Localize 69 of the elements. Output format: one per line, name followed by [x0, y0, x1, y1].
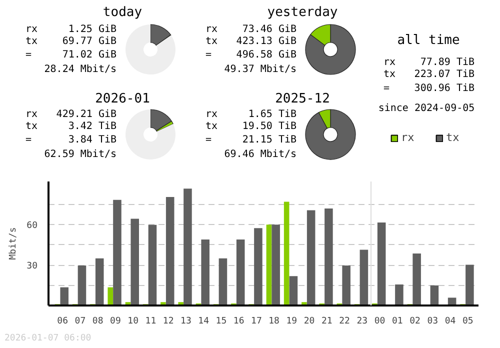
- text: 28.24 Mbit/s: [44, 64, 117, 75]
- x-tick-label: 14: [198, 316, 210, 326]
- text: =: [26, 134, 32, 146]
- x-tick-label: 07: [74, 316, 86, 326]
- text: rx: [206, 109, 218, 120]
- text: 73.46 GiB: [242, 24, 297, 35]
- text: 300.96 TiB: [414, 83, 475, 94]
- text: 1.65 TiB: [248, 109, 297, 120]
- text: =: [206, 134, 212, 146]
- text: 423.13 GiB: [236, 36, 297, 47]
- text: 62.59 Mbit/s: [44, 149, 117, 160]
- text: rx: [26, 109, 38, 120]
- y-tick-label: 60: [26, 221, 38, 232]
- text: 21.15 TiB: [242, 134, 297, 146]
- text: tx: [384, 69, 396, 80]
- x-tick-label: 13: [180, 316, 192, 326]
- x-tick-label: 19: [286, 316, 298, 326]
- text: 1.25 GiB: [68, 24, 117, 35]
- chart-title: yesterday: [267, 5, 338, 20]
- text: 3.42 TiB: [68, 121, 117, 132]
- chart-title: 2025-12: [275, 92, 330, 106]
- x-tick-label: 16: [233, 316, 244, 326]
- text: 3.84 TiB: [68, 134, 117, 146]
- y-axis-title: Mbit/s: [8, 227, 19, 260]
- text: 69.46 Mbit/s: [224, 149, 297, 160]
- text: rx: [26, 24, 38, 35]
- chart-title: today: [102, 5, 142, 20]
- text: 223.07 TiB: [414, 69, 475, 80]
- x-tick-label: 09: [110, 316, 121, 326]
- x-tick-label: 22: [339, 316, 350, 326]
- x-tick-label: 08: [92, 316, 104, 326]
- text: tx: [206, 121, 218, 132]
- x-tick-label: 06: [57, 316, 68, 326]
- x-tick-label: 00: [374, 316, 386, 326]
- x-tick-label: 05: [462, 316, 474, 326]
- text: 429.21 GiB: [56, 109, 117, 120]
- text: =: [206, 50, 212, 60]
- text: =: [384, 83, 390, 94]
- x-tick-label: 17: [251, 316, 262, 326]
- text: all time: [397, 33, 460, 48]
- text: rx: [384, 57, 396, 68]
- legend-label: rx: [401, 131, 416, 144]
- text: 19.50 TiB: [242, 121, 297, 132]
- x-tick-label: 20: [304, 316, 315, 326]
- x-tick-label: 18: [268, 316, 280, 326]
- x-tick-label: 01: [392, 316, 403, 326]
- text: =: [26, 50, 32, 60]
- x-tick-label: 23: [356, 316, 368, 326]
- x-tick-label: 04: [444, 316, 456, 326]
- x-tick-label: 03: [427, 316, 438, 326]
- legend-label: tx: [446, 131, 460, 144]
- x-tick-label: 02: [410, 316, 420, 326]
- text: 496.58 GiB: [236, 50, 297, 60]
- text: 71.02 GiB: [62, 50, 117, 60]
- x-tick-label: 12: [162, 316, 174, 326]
- text: tx: [206, 36, 218, 47]
- text: 69.77 GiB: [62, 36, 117, 47]
- y-tick-label: 30: [26, 262, 38, 272]
- x-tick-label: 10: [128, 316, 139, 326]
- x-tick-label: 15: [216, 316, 227, 326]
- chart-title: 2026-01: [95, 92, 150, 106]
- text: since 2024-09-05: [378, 103, 475, 114]
- x-tick-label: 11: [145, 316, 156, 326]
- text: tx: [26, 36, 38, 47]
- text: 49.37 Mbit/s: [224, 64, 297, 75]
- text: rx: [206, 24, 218, 35]
- x-tick-label: 21: [322, 316, 332, 326]
- text: tx: [26, 121, 38, 132]
- text: 77.89 TiB: [420, 57, 475, 68]
